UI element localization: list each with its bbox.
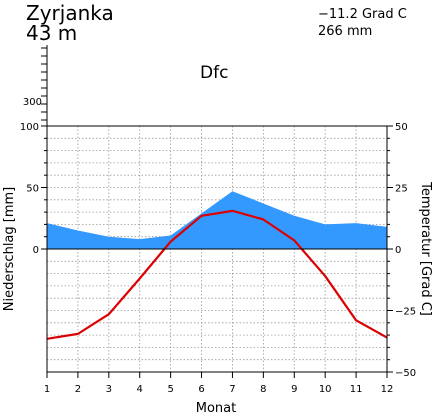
x-tick-label: 12 (381, 384, 394, 395)
y-left-axis-label: Niederschlag [mm] (2, 187, 17, 312)
precipitation-area (47, 191, 387, 249)
x-tick-label: 8 (260, 384, 266, 395)
station-name: Zyrjanka (26, 1, 114, 25)
x-tick-label: 7 (229, 384, 235, 395)
x-tick-label: 3 (106, 384, 112, 395)
y-right-axis-label: Temperatur [Grad C] (418, 181, 433, 316)
x-tick-label: 11 (350, 384, 363, 395)
extended-axis: 300 (23, 45, 48, 126)
y-right-tick-label: 50 (395, 122, 408, 133)
climate-class: Dfc (200, 63, 228, 83)
station-elevation: 43 m (26, 21, 77, 45)
x-tick-label: 6 (198, 384, 204, 395)
extended-tick-label: 300 (23, 97, 42, 108)
y-right-tick-label: −25 (395, 307, 416, 318)
x-tick-label: 5 (167, 384, 173, 395)
temperature-line (46, 209, 388, 340)
x-tick-label: 2 (75, 384, 81, 395)
y-right-tick-label: 25 (395, 184, 408, 195)
annual-precipitation: 266 mm (318, 24, 372, 39)
y-left-tick-label: 50 (26, 184, 39, 195)
y-left-tick-label: 0 (33, 245, 39, 256)
temperature-layer (46, 209, 388, 340)
x-tick-label: 9 (291, 384, 297, 395)
x-tick-label: 4 (137, 384, 143, 395)
x-tick-label: 10 (319, 384, 332, 395)
x-axis-label: Monat (196, 401, 236, 416)
y-left-tick-label: 100 (20, 122, 39, 133)
annual-temperature: −11.2 Grad C (318, 7, 407, 22)
y-right-tick-label: −50 (395, 368, 416, 379)
precipitation-layer (47, 191, 387, 249)
x-tick-label: 1 (44, 384, 50, 395)
y-right-tick-label: 0 (395, 245, 401, 256)
